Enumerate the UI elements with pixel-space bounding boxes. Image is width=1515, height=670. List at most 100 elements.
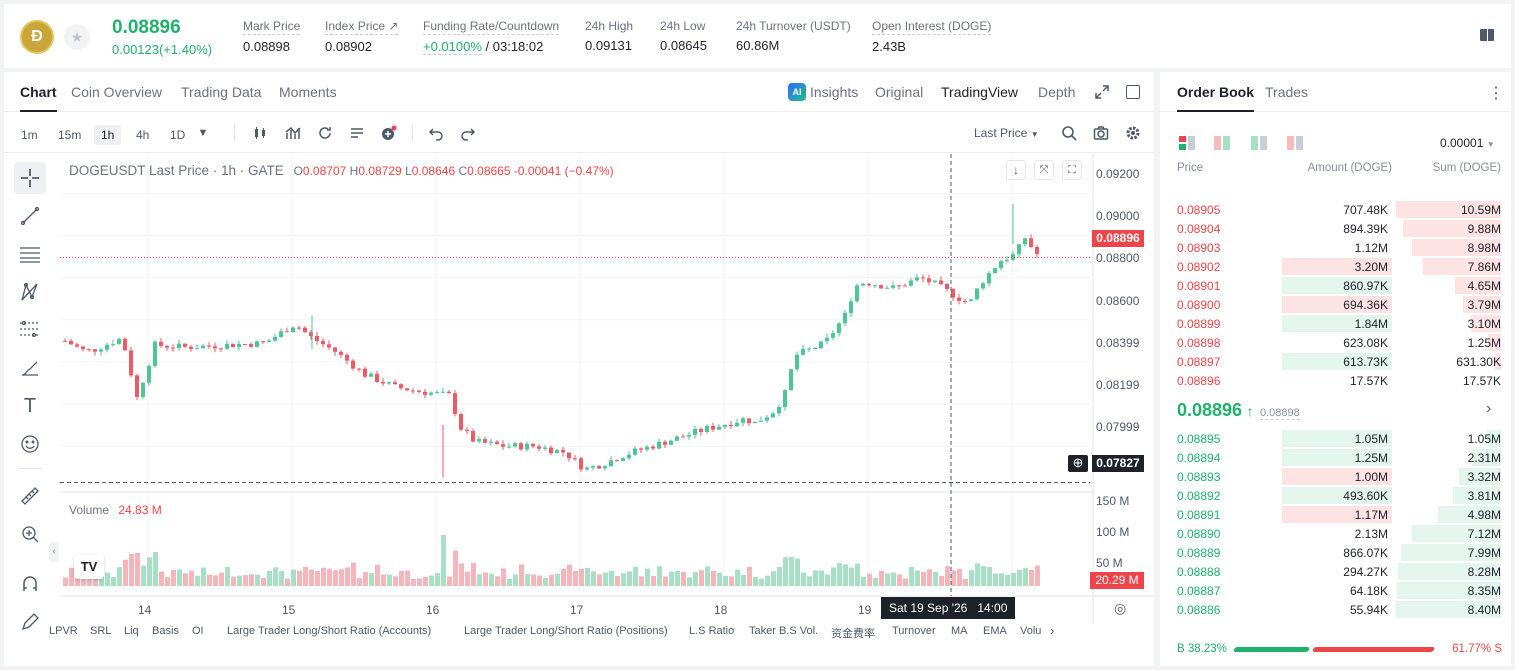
bid-row[interactable]: 0.08889 866.07K 7.99M [1160,543,1511,562]
indicator-srl[interactable]: SRL [90,625,112,637]
chevron-right-icon[interactable]: › [1050,623,1055,638]
indicator-lt-ratio-accounts[interactable]: Large Trader Long/Short Ratio (Accounts) [227,625,432,637]
bid-row[interactable]: 0.08892 493.60K 3.81M [1160,486,1511,505]
ask-row[interactable]: 0.08897 613.73K 631.30K [1160,352,1511,371]
template-icon[interactable] [345,121,369,145]
indicator-liq[interactable]: Liq [124,625,139,637]
candle-type-icon[interactable] [249,121,273,145]
indicator-volume[interactable]: Volu [1020,625,1042,637]
indicator-ema[interactable]: EMA [983,625,1007,637]
chevron-down-icon[interactable]: ▼ [197,127,209,139]
ask-row[interactable]: 0.08904 894.39K 9.88M [1160,219,1511,238]
price-source-select[interactable]: Last Price ▼ [974,126,1039,140]
fullscreen-icon[interactable]: ⛶ [1062,160,1082,180]
text-tool-icon[interactable]: T [23,394,37,417]
book-icon[interactable] [1478,26,1496,44]
tradingview-logo[interactable]: TV [74,555,104,579]
bid-row[interactable]: 0.08893 1.00M 3.32M [1160,467,1511,486]
expand-icon[interactable] [1094,84,1110,105]
bid-row[interactable]: 0.08891 1.17M 4.98M [1160,505,1511,524]
redo-icon[interactable] [456,121,480,145]
indicator-lpvr[interactable]: LPVR [49,625,78,637]
stat-index-price[interactable]: Index Price ↗ 0.08902 [325,19,399,54]
collapse-icon[interactable]: ⤧ [1034,160,1054,180]
ask-row[interactable]: 0.08902 3.20M 7.86M [1160,257,1511,276]
view-asks-icon[interactable] [1286,135,1304,156]
crosshair-tool-icon[interactable] [14,162,46,194]
undo-icon[interactable] [424,121,448,145]
indicator-turnover[interactable]: Turnover [892,625,936,637]
ask-row[interactable]: 0.08903 1.12M 8.98M [1160,238,1511,257]
mid-price-row[interactable]: 0.08896 ↑ 0.08898 [1177,400,1300,421]
tab-depth[interactable]: Depth [1038,84,1076,100]
brush-tool-icon[interactable] [14,352,46,384]
view-split-icon[interactable] [1213,135,1231,156]
indicator-lt-ratio-positions[interactable]: Large Trader Long/Short Ratio (Positions… [464,625,668,637]
add-indicator-icon[interactable] [377,121,401,145]
trend-line-tool-icon[interactable] [14,200,46,232]
fibonacci-tool-icon[interactable] [14,314,46,346]
indicator-taker-bs-vol[interactable]: Taker B.S Vol. [749,625,819,637]
view-bids-icon[interactable] [1250,135,1268,156]
tab-trades[interactable]: Trades [1265,84,1309,100]
timeframe-1d[interactable]: 1D [170,128,186,142]
timeframe-1h[interactable]: 1h [94,125,122,145]
tab-original[interactable]: Original [875,84,924,100]
ask-row[interactable]: 0.08901 860.97K 4.65M [1160,276,1511,295]
pattern-tool-icon[interactable] [14,276,46,308]
window-icon[interactable] [1126,85,1140,99]
tab-chart[interactable]: Chart [20,84,57,112]
collapse-toolbar-icon[interactable]: ‹ [49,542,59,562]
ask-row[interactable]: 0.08898 623.08K 1.25M [1160,333,1511,352]
indicator-ma[interactable]: MA [951,625,968,637]
timeframe-1m[interactable]: 1m [21,128,38,142]
chart-settings-icon[interactable]: ◎ [1114,600,1127,616]
more-menu-icon[interactable]: ⋮ [1488,85,1504,102]
tab-insights[interactable]: Insights [810,84,859,100]
arrow-down-icon[interactable]: ↓ [1006,160,1026,180]
ask-row[interactable]: 0.08896 17.57K 17.57K [1160,371,1511,390]
bid-row[interactable]: 0.08895 1.05M 1.05M [1160,429,1511,448]
precision-select[interactable]: 0.00001 ▼ [1440,136,1495,150]
replay-icon[interactable] [313,121,337,145]
indicator-basis[interactable]: Basis [152,625,179,637]
indicator-icon[interactable] [281,121,305,145]
bid-row[interactable]: 0.08894 1.25M 2.31M [1160,448,1511,467]
candle-body [207,345,211,347]
settings-gear-icon[interactable] [1121,121,1145,145]
magnet-icon[interactable] [14,568,46,600]
chevron-right-icon[interactable]: › [1486,400,1492,417]
candlestick-chart[interactable] [60,154,1154,624]
ruler-tool-icon[interactable] [14,480,46,512]
tab-trading-data[interactable]: Trading Data [181,84,262,100]
indicator-funding-rate[interactable]: 资金费率 [831,628,875,640]
tab-moments[interactable]: Moments [279,84,337,100]
bid-row[interactable]: 0.08890 2.13M 7.12M [1160,524,1511,543]
ask-row[interactable]: 0.08905 707.48K 10.59M [1160,200,1511,219]
timeframe-4h[interactable]: 4h [136,128,150,142]
add-alert-icon[interactable]: ⊕ [1068,455,1088,472]
bid-row[interactable]: 0.08888 294.27K 8.28M [1160,562,1511,581]
stat-mark-price[interactable]: Mark Price 0.08898 [243,19,301,54]
ask-row[interactable]: 0.08899 1.84M 3.10M [1160,314,1511,333]
tab-coin-overview[interactable]: Coin Overview [71,84,163,100]
indicator-oi[interactable]: OI [192,625,204,637]
camera-icon[interactable] [1089,121,1113,145]
bid-row[interactable]: 0.08886 55.94K 8.40M [1160,600,1511,619]
indicator-ls-ratio[interactable]: L.S Ratio [689,625,735,637]
favorite-star-icon[interactable]: ★ [64,24,90,50]
timeframe-15m[interactable]: 15m [58,128,82,142]
bid-row[interactable]: 0.08887 64.18K 8.35M [1160,581,1511,600]
ask-row[interactable]: 0.08900 694.36K 3.79M [1160,295,1511,314]
emoji-tool-icon[interactable] [14,428,46,460]
zoom-in-icon[interactable] [14,518,46,550]
tab-order-book[interactable]: Order Book [1177,84,1255,112]
search-icon[interactable] [1057,121,1081,145]
pencil-lock-icon[interactable] [14,606,46,638]
tab-tradingview[interactable]: TradingView [941,84,1019,100]
horizontal-lines-tool-icon[interactable] [14,238,46,270]
stat-open-interest[interactable]: Open Interest (DOGE) 2.43B [872,19,992,54]
view-both-icon[interactable] [1178,135,1196,156]
stat-funding-rate[interactable]: Funding Rate/Countdown +0.0100% / 03:18:… [423,19,560,55]
ai-insights-icon[interactable]: AI [788,83,806,101]
